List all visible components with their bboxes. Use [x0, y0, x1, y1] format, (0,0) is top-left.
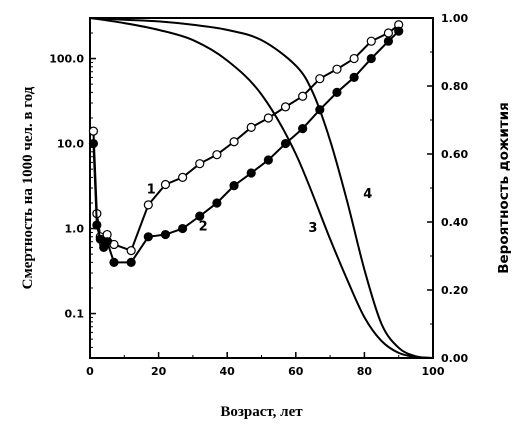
left-tick-label: 10.0: [57, 138, 84, 151]
series-point-2: [195, 211, 205, 221]
series-point-2: [178, 223, 188, 234]
right-tick-label: 0.80: [441, 80, 468, 93]
series-point-2: [102, 237, 112, 247]
series-point-1: [298, 91, 308, 101]
curve-label-3: 3: [308, 221, 317, 236]
series-point-2: [212, 198, 222, 208]
right-tick-label: 1.00: [441, 12, 468, 25]
series-point-2: [298, 123, 308, 134]
left-tick-label: 1.0: [65, 223, 85, 236]
left-tick-label: 0.1: [65, 308, 85, 321]
series-point-1: [246, 122, 256, 132]
left-axis-ticks: 0.1 1.0 10.0 100.0: [49, 17, 96, 359]
x-tick-label: 20: [151, 365, 167, 378]
series-layer: [88, 17, 434, 359]
series-point-1: [143, 200, 153, 210]
series-point-1: [88, 126, 99, 136]
curve-label-1: 1: [147, 182, 156, 197]
series-line-3: [89, 17, 434, 359]
x-tick-label: 80: [357, 365, 373, 378]
curve-labels: 1 2 3 4: [147, 182, 373, 236]
series-point-2: [349, 72, 359, 83]
series-point-1: [383, 28, 394, 38]
series-point-2: [280, 138, 291, 149]
series-point-2: [126, 257, 136, 267]
series-point-1: [212, 150, 222, 160]
series-point-2: [332, 87, 342, 97]
right-tick-label: 0.20: [441, 284, 468, 297]
series-point-1: [315, 74, 325, 84]
right-tick-label: 0.40: [441, 216, 468, 229]
series-point-2: [394, 26, 404, 36]
series-point-1: [349, 53, 359, 64]
x-tick-label: 40: [220, 365, 236, 378]
series-point-2: [143, 232, 153, 242]
series-point-2: [383, 36, 394, 46]
x-tick-label: 100: [422, 365, 445, 378]
plot-frame: [89, 17, 434, 359]
right-tick-label: 0.00: [441, 352, 468, 365]
series-point-1: [263, 113, 273, 123]
series-point-1: [366, 36, 376, 46]
series-point-2: [88, 138, 99, 149]
x-axis-ticks: 0 20 40 60 80 100: [86, 352, 445, 378]
series-point-2: [246, 168, 256, 178]
series-point-2: [366, 53, 376, 64]
series-point-2: [109, 257, 119, 267]
series-point-1: [160, 179, 171, 190]
series-point-1: [178, 172, 188, 182]
left-tick-label: 100.0: [49, 53, 84, 66]
right-axis-title: Вероятность дожития: [496, 102, 512, 274]
series-point-1: [126, 246, 136, 256]
series-point-2: [263, 155, 273, 165]
curve-label-2: 2: [199, 219, 208, 234]
series-point-1: [195, 159, 205, 169]
series-point-2: [92, 220, 102, 230]
series-point-2: [160, 229, 171, 240]
series-line-4: [89, 17, 434, 359]
left-axis-title: Смертность на 1000 чел. в год: [20, 86, 36, 289]
series-point-1: [332, 64, 342, 74]
series-point-1: [280, 102, 291, 112]
x-tick-label: 60: [288, 365, 304, 378]
series-point-2: [229, 181, 239, 191]
curve-label-4: 4: [363, 187, 372, 202]
x-tick-label: 0: [86, 365, 94, 378]
right-axis-ticks: 0.00 0.20 0.40 0.60 0.80 1.00: [427, 12, 468, 365]
x-axis-title: Возраст, лет: [220, 404, 303, 420]
right-tick-label: 0.60: [441, 148, 468, 161]
series-point-1: [229, 137, 239, 147]
